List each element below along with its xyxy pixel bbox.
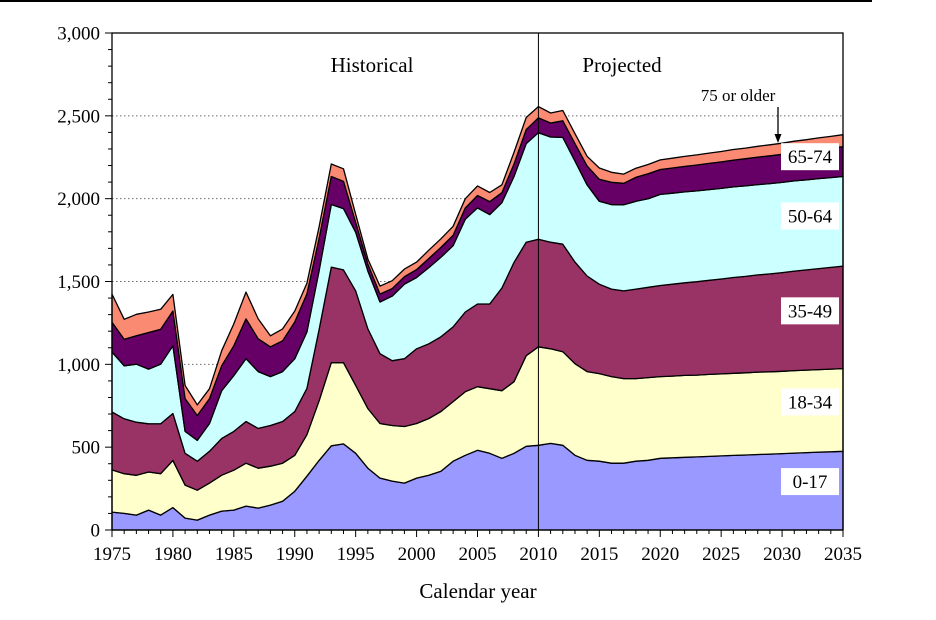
- band-label-35-49: 35-49: [788, 301, 832, 322]
- band-label-box-18-34: [781, 388, 839, 416]
- band-label-box-35-49: [781, 297, 839, 325]
- y-tick-label-0: 0: [91, 521, 101, 542]
- x-tick-label-2025: 2025: [702, 544, 740, 565]
- y-tick-label-1500: 1,500: [57, 272, 100, 293]
- x-tick-label-1980: 1980: [154, 544, 192, 565]
- x-tick-label-2010: 2010: [519, 544, 557, 565]
- x-tick-label-2030: 2030: [763, 544, 801, 565]
- x-tick-label-2005: 2005: [459, 544, 497, 565]
- y-tick-label-1000: 1,000: [57, 355, 100, 376]
- x-tick-label-1995: 1995: [337, 544, 375, 565]
- band-label-65-74: 65-74: [788, 147, 833, 168]
- band-label-18-34: 18-34: [788, 392, 833, 413]
- y-tick-labels: 0 500 1,000 1,500 2,000 2,500 3,000: [57, 24, 100, 542]
- x-axis-title: Calendar year: [419, 579, 536, 603]
- band-label-50-64: 50-64: [788, 207, 833, 228]
- 75-or-older-annotation: 75 or older: [701, 86, 776, 105]
- top-border-line: [0, 0, 872, 2]
- band-label-0-17: 0-17: [793, 472, 828, 493]
- projected-label: Projected: [582, 53, 662, 77]
- area-series: [111, 105, 844, 531]
- x-tick-label-2000: 2000: [398, 544, 436, 565]
- y-tick-label-2500: 2,500: [57, 106, 100, 127]
- x-tick-labels: 1975 1980 1985 1990 1995 2000 2005 2010 2015 2020…: [93, 544, 862, 565]
- band-label-box-50-64: [781, 202, 839, 230]
- x-tick-label-1975: 1975: [93, 544, 131, 565]
- y-tick-label-3000: 3,000: [57, 24, 100, 45]
- x-tick-label-1985: 1985: [215, 544, 253, 565]
- annotation-arrowhead-icon: [774, 134, 782, 143]
- y-tick-label-500: 500: [72, 438, 101, 459]
- x-tick-label-2015: 2015: [580, 544, 618, 565]
- band-labels: 0-17 18-34 35-49 50-64 65-74: [781, 143, 839, 496]
- y-tick-label-2000: 2,000: [57, 189, 100, 210]
- band-label-box-65-74: [781, 143, 839, 171]
- band-label-box-0-17: [781, 468, 839, 496]
- historical-label: Historical: [331, 53, 414, 77]
- x-tick-label-1990: 1990: [276, 544, 314, 565]
- axis-ticks: [105, 32, 844, 537]
- x-tick-label-2020: 2020: [641, 544, 679, 565]
- x-tick-label-2035: 2035: [824, 544, 862, 565]
